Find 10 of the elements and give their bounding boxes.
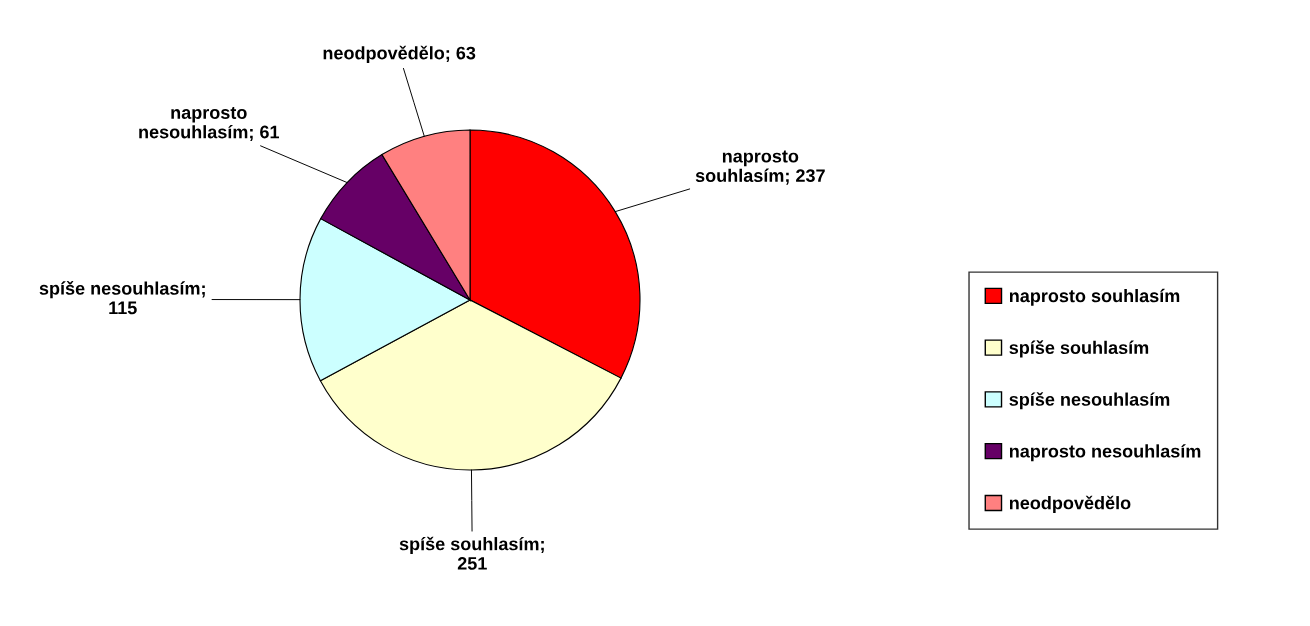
legend-label: naprosto nesouhlasím xyxy=(1009,444,1201,462)
data-label: naprosto nesouhlasím; 61 xyxy=(139,106,280,142)
legend-label: spíše nesouhlasím xyxy=(1009,392,1170,410)
data-label: spíše souhlasím; 251 xyxy=(399,536,544,570)
data-label: spíše nesouhlasím; 115 xyxy=(39,281,205,315)
legend-label: neodpovědělo xyxy=(1009,495,1131,513)
legend-label: spíše souhlasím xyxy=(1009,340,1149,358)
data-label: neodpovědělo; 63 xyxy=(323,45,476,63)
legend-label: naprosto souhlasím xyxy=(1009,288,1180,306)
data-label: naprosto souhlasím; 237 xyxy=(695,150,825,185)
